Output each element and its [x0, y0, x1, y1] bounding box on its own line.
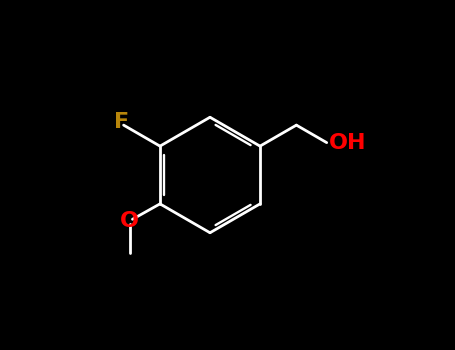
- Text: OH: OH: [329, 133, 366, 153]
- Text: F: F: [114, 112, 129, 132]
- Text: O: O: [120, 211, 139, 231]
